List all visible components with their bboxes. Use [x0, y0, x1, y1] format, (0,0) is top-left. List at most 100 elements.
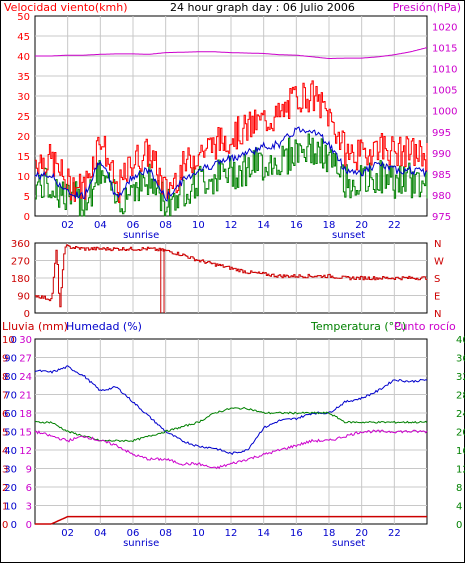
humidity-y-tick: 0 — [11, 520, 17, 531]
pressure-line — [35, 47, 428, 59]
sunrise-label: sunrise — [123, 230, 159, 241]
humidity-y-tick: 30 — [4, 465, 17, 476]
dewpoint-y-tick: 0 — [26, 520, 32, 531]
wind-y-tick: 10 — [17, 172, 30, 183]
hour-label: 20 — [355, 220, 368, 231]
hour-label: 04 — [94, 528, 107, 539]
dewpoint-y-tick: 18 — [19, 409, 32, 420]
hour-label: 10 — [192, 528, 205, 539]
rain-humidity-temp-panel: 4036322824201612840109876543210090807060… — [2, 335, 465, 549]
wind-y-tick: 45 — [17, 32, 30, 43]
humidity-y-tick: 10 — [4, 502, 17, 513]
rain-y-tick: 0 — [2, 520, 8, 531]
rain-y-tick: 7 — [2, 391, 8, 402]
pressure-y-tick: 1015 — [432, 44, 457, 55]
hour-label: 18 — [323, 528, 336, 539]
pressure-y-tick: 980 — [432, 191, 451, 202]
humidity-label: Humedad (%) — [66, 320, 142, 333]
pressure-y-tick: 995 — [432, 128, 451, 139]
wind-y-tick: 15 — [17, 152, 30, 163]
compass-label: E — [434, 292, 440, 303]
wind-y-tick: 40 — [17, 52, 30, 63]
wind-pressure-panel: 5045403530252015105010201015101010051000… — [17, 12, 457, 241]
temperature-label: Temperatura (°C) — [310, 320, 406, 333]
rain-y-tick: 5 — [2, 428, 8, 439]
wind-y-tick: 50 — [17, 12, 30, 23]
hour-label: 02 — [61, 220, 74, 231]
hour-label: 10 — [192, 220, 205, 231]
pressure-y-tick: 985 — [432, 170, 451, 181]
wind-y-tick: 0 — [24, 212, 30, 223]
dewpoint-y-tick: 9 — [26, 465, 32, 476]
humidity-y-tick: 50 — [4, 428, 17, 439]
pressure-y-tick: 1000 — [432, 107, 457, 118]
hour-label: 14 — [257, 220, 270, 231]
sunset-label: sunset — [332, 230, 365, 241]
dewpoint-y-tick: 6 — [26, 483, 32, 494]
rain-y-tick: 4 — [2, 446, 8, 457]
hour-label: 02 — [61, 528, 74, 539]
rain-y-tick: 8 — [2, 372, 8, 383]
hour-label: 22 — [388, 528, 401, 539]
humidity-y-tick: 80 — [4, 372, 17, 383]
wind-direction-line — [35, 244, 428, 308]
temperature-y-tick: 20 — [456, 428, 465, 439]
dewpoint-label: Punto rocío — [394, 320, 456, 333]
pressure-y-tick: 990 — [432, 149, 451, 160]
humidity-y-tick: 0 — [11, 335, 17, 346]
temperature-y-tick: 0 — [456, 520, 462, 531]
wind-gust-line — [35, 80, 428, 203]
rain-y-tick: 3 — [2, 465, 8, 476]
rain-label: Lluvia (mm) — [2, 320, 68, 333]
temperature-y-tick: 28 — [456, 391, 465, 402]
wind-y-tick: 30 — [17, 92, 30, 103]
pressure-y-tick: 975 — [432, 212, 451, 223]
compass-label: N — [434, 309, 441, 320]
direction-y-tick: 270 — [11, 257, 30, 268]
direction-y-tick: 180 — [11, 274, 30, 285]
chart-title: 24 hour graph day : 06 Julio 2006 — [170, 1, 355, 14]
direction-y-tick: 90 — [17, 292, 30, 303]
hour-label: 20 — [355, 528, 368, 539]
rain-y-tick: 10 — [2, 335, 15, 346]
pressure-y-tick: 1020 — [432, 23, 457, 34]
wind-speed-label: Velocidad viento(kmh) — [4, 1, 128, 14]
hour-label: 04 — [94, 220, 107, 231]
humidity-y-tick: 70 — [4, 391, 17, 402]
pressure-y-tick: 1005 — [432, 86, 457, 97]
dewpoint-line — [34, 429, 428, 470]
rain-line — [35, 515, 427, 525]
hour-label: 16 — [290, 220, 303, 231]
dewpoint-y-tick: 21 — [19, 391, 32, 402]
temperature-y-tick: 32 — [456, 372, 465, 383]
compass-label: S — [434, 274, 440, 285]
dewpoint-y-tick: 15 — [19, 428, 32, 439]
wind-y-tick: 35 — [17, 72, 30, 83]
hour-label: 12 — [225, 220, 238, 231]
humidity-line — [34, 365, 428, 456]
hour-label: 16 — [290, 528, 303, 539]
humidity-y-tick: 90 — [4, 354, 17, 365]
dewpoint-y-tick: 27 — [19, 354, 32, 365]
temperature-y-tick: 12 — [456, 465, 465, 476]
rain-y-tick: 2 — [2, 483, 8, 494]
wind-y-tick: 25 — [17, 112, 30, 123]
hour-label: 06 — [127, 220, 140, 231]
temperature-y-tick: 16 — [456, 446, 465, 457]
pressure-label: Presión(hPa) — [393, 1, 461, 14]
hour-label: 14 — [257, 528, 270, 539]
dewpoint-y-tick: 30 — [19, 335, 32, 346]
wind-y-tick: 5 — [24, 192, 30, 203]
sunrise-label: sunrise — [123, 538, 159, 549]
compass-label: N — [434, 239, 441, 250]
temperature-y-tick: 24 — [456, 409, 465, 420]
rain-y-tick: 1 — [2, 502, 8, 513]
humidity-y-tick: 40 — [4, 446, 17, 457]
hour-label: 18 — [323, 220, 336, 231]
temperature-y-tick: 8 — [456, 483, 462, 494]
compass-label: W — [434, 257, 444, 268]
hour-label: 12 — [225, 528, 238, 539]
